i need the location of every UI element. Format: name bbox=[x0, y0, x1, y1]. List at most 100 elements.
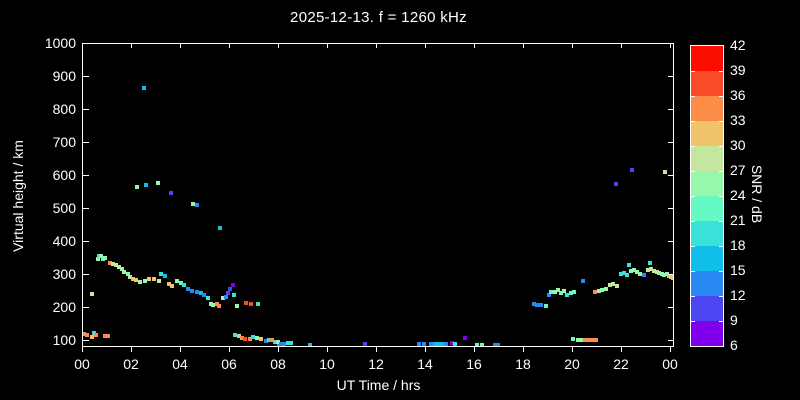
data-point bbox=[107, 260, 112, 265]
x-axis-tick-top bbox=[82, 44, 83, 48]
y-axis-tick-right bbox=[668, 208, 674, 209]
x-axis-tick-label: 14 bbox=[417, 356, 433, 372]
data-point bbox=[234, 303, 239, 308]
x-axis-tick-top bbox=[376, 44, 377, 48]
colorbar-boundary-tick bbox=[691, 146, 695, 147]
colorbar-segment bbox=[691, 296, 723, 321]
data-point bbox=[439, 342, 444, 346]
data-point bbox=[122, 269, 127, 274]
y-axis-tick-label: 1000 bbox=[44, 35, 76, 51]
data-point bbox=[611, 281, 616, 286]
data-point bbox=[648, 261, 653, 266]
data-point bbox=[561, 289, 566, 294]
y-axis-tick-left bbox=[83, 208, 89, 209]
y-axis-label: Virtual height / km bbox=[10, 140, 26, 252]
x-axis-tick-bottom bbox=[327, 347, 328, 352]
data-point bbox=[546, 293, 551, 298]
data-point bbox=[190, 288, 195, 293]
colorbar-boundary-tick bbox=[719, 71, 723, 72]
data-point bbox=[629, 168, 634, 173]
y-axis-tick-left bbox=[83, 76, 89, 77]
data-point bbox=[228, 286, 233, 291]
data-point bbox=[614, 283, 619, 288]
y-axis-tick-right bbox=[668, 241, 674, 242]
y-axis-tick-left bbox=[83, 142, 89, 143]
x-axis-tick-label: 10 bbox=[319, 356, 335, 372]
data-point bbox=[83, 332, 87, 337]
data-point bbox=[607, 282, 612, 287]
data-point bbox=[549, 289, 554, 294]
colorbar-segment bbox=[691, 71, 723, 96]
x-axis-tick-bottom bbox=[523, 347, 524, 352]
x-axis-tick-top bbox=[523, 44, 524, 48]
data-point bbox=[152, 276, 157, 281]
x-axis-tick-label: 20 bbox=[564, 356, 580, 372]
y-axis-tick-label: 600 bbox=[52, 167, 76, 183]
data-point bbox=[652, 269, 657, 274]
data-point bbox=[128, 274, 133, 279]
data-point bbox=[496, 342, 501, 346]
data-point bbox=[662, 273, 667, 278]
x-axis-tick-label: 00 bbox=[74, 356, 90, 372]
colorbar-segment bbox=[691, 221, 723, 246]
data-point bbox=[282, 341, 287, 346]
data-point bbox=[226, 290, 231, 295]
x-axis-label: UT Time / hrs bbox=[336, 377, 421, 393]
data-point bbox=[263, 338, 268, 343]
y-axis-tick-right bbox=[668, 307, 674, 308]
x-axis-tick-bottom bbox=[621, 347, 622, 352]
data-point bbox=[169, 284, 174, 289]
data-point bbox=[635, 270, 640, 275]
data-point bbox=[95, 256, 100, 261]
data-point bbox=[202, 292, 207, 297]
data-point bbox=[117, 264, 121, 269]
x-axis-tick-top bbox=[621, 44, 622, 48]
data-point bbox=[248, 302, 253, 307]
data-point bbox=[654, 270, 659, 275]
data-point bbox=[583, 338, 588, 342]
x-axis-tick-label: 08 bbox=[270, 356, 286, 372]
data-point bbox=[642, 273, 647, 278]
data-point bbox=[657, 271, 662, 276]
colorbar-tick-label: 39 bbox=[730, 62, 746, 78]
colorbar-segment bbox=[691, 196, 723, 221]
x-axis-tick-label: 02 bbox=[123, 356, 139, 372]
data-point bbox=[105, 334, 110, 339]
colorbar-tick-label: 15 bbox=[730, 262, 746, 278]
data-point bbox=[110, 261, 115, 266]
data-point bbox=[622, 271, 627, 276]
data-point bbox=[232, 292, 237, 297]
data-point bbox=[166, 282, 171, 287]
data-point bbox=[275, 339, 280, 344]
x-axis-tick-bottom bbox=[474, 347, 475, 352]
data-point bbox=[575, 338, 580, 342]
data-point bbox=[596, 288, 601, 293]
y-axis-tick-right bbox=[668, 76, 674, 77]
data-point bbox=[175, 278, 180, 283]
data-point bbox=[492, 342, 497, 346]
data-point bbox=[278, 341, 283, 346]
data-point bbox=[662, 169, 667, 174]
y-axis-tick-right bbox=[668, 109, 674, 110]
colorbar-segment bbox=[691, 271, 723, 296]
y-axis-tick-left bbox=[83, 340, 89, 341]
plot-area bbox=[82, 43, 674, 347]
y-axis-tick-label: 300 bbox=[52, 266, 76, 282]
data-point bbox=[552, 290, 557, 295]
data-point bbox=[240, 335, 245, 340]
colorbar-tick-label: 21 bbox=[730, 212, 746, 228]
data-point bbox=[159, 272, 164, 276]
colorbar-segment bbox=[691, 96, 723, 121]
data-point bbox=[163, 273, 168, 278]
data-point bbox=[205, 296, 210, 301]
data-point bbox=[138, 279, 143, 284]
data-point bbox=[452, 341, 457, 346]
data-point bbox=[580, 278, 585, 283]
data-point bbox=[555, 287, 560, 292]
data-point bbox=[463, 336, 468, 341]
data-point bbox=[191, 201, 195, 206]
colorbar-segment bbox=[691, 246, 723, 271]
colorbar-boundary-tick bbox=[719, 96, 723, 97]
y-axis-tick-label: 800 bbox=[52, 101, 76, 117]
x-axis-tick-label: 04 bbox=[172, 356, 188, 372]
